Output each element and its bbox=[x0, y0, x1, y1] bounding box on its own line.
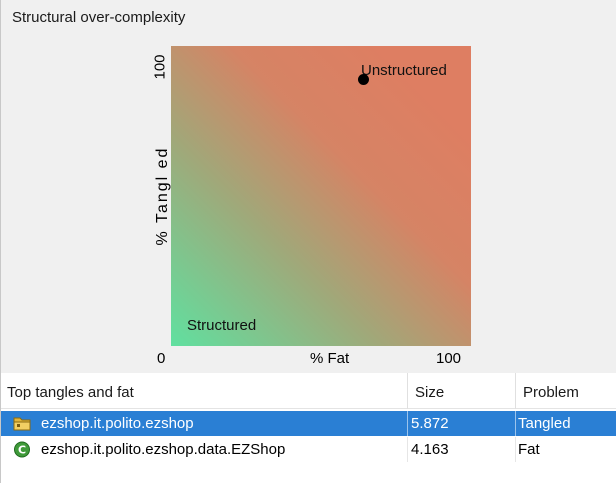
cell-divider bbox=[515, 411, 516, 436]
svg-text:C: C bbox=[18, 444, 26, 457]
package-folder-icon bbox=[13, 417, 31, 431]
column-divider[interactable] bbox=[407, 373, 408, 409]
tangles-table: Top tangles and fat Size Problem ezshop.… bbox=[1, 373, 616, 483]
row-size: 4.163 bbox=[411, 441, 449, 458]
x-axis-min-label: 0 bbox=[157, 350, 166, 367]
cell-divider bbox=[407, 411, 408, 436]
row-name: ezshop.it.polito.ezshop bbox=[41, 415, 194, 432]
complexity-plot: Unstructured Structured bbox=[171, 46, 471, 346]
y-axis-title: % Tangl ed bbox=[154, 146, 171, 246]
row-name: ezshop.it.polito.ezshop.data.EZShop bbox=[41, 441, 286, 458]
column-header-problem[interactable]: Problem bbox=[523, 384, 579, 401]
x-axis-max-label: 100 bbox=[436, 350, 462, 367]
cell-divider bbox=[407, 437, 408, 462]
class-icon: C bbox=[14, 441, 30, 458]
cell-divider bbox=[515, 437, 516, 462]
column-divider[interactable] bbox=[515, 373, 516, 409]
row-size: 5.872 bbox=[411, 415, 449, 432]
x-axis-title: % Fat bbox=[310, 350, 350, 367]
column-header-size[interactable]: Size bbox=[415, 384, 445, 401]
data-point[interactable] bbox=[357, 73, 369, 85]
structured-label: Structured bbox=[187, 317, 257, 334]
column-header-name[interactable]: Top tangles and fat bbox=[7, 384, 134, 401]
table-row[interactable]: C ezshop.it.polito.ezshop.data.EZShop 4.… bbox=[1, 437, 616, 462]
table-row[interactable]: ezshop.it.polito.ezshop 5.872 Tangled bbox=[1, 411, 616, 436]
panel-title: Structural over-complexity bbox=[12, 9, 186, 26]
row-problem: Tangled bbox=[518, 415, 571, 432]
y-axis-max-label: 100 bbox=[151, 54, 169, 80]
row-problem: Fat bbox=[518, 441, 540, 458]
unstructured-label: Unstructured bbox=[361, 62, 447, 79]
table-header: Top tangles and fat Size Problem bbox=[1, 373, 616, 409]
